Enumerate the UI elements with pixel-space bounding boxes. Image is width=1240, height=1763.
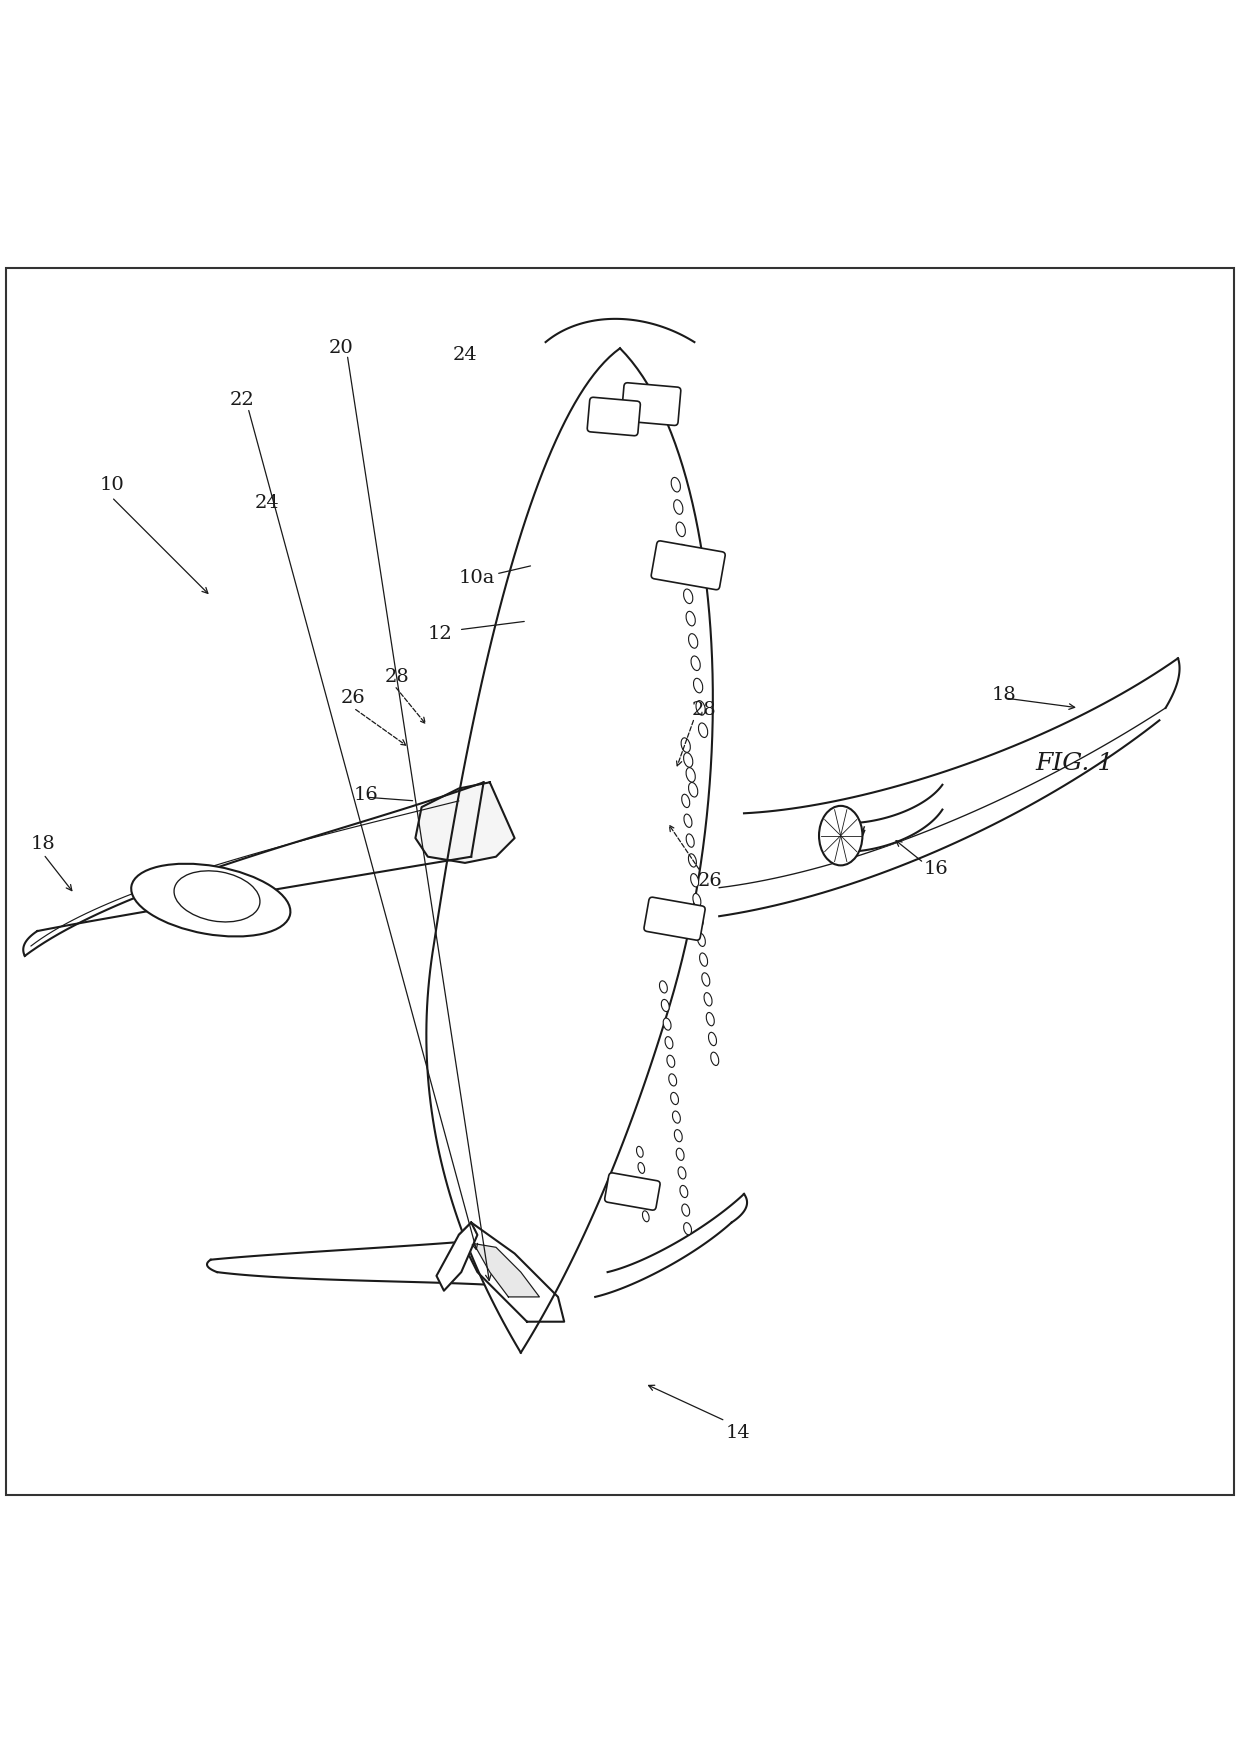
Polygon shape — [427, 349, 713, 1352]
Ellipse shape — [673, 499, 683, 515]
Ellipse shape — [131, 864, 290, 936]
FancyBboxPatch shape — [644, 897, 706, 940]
Ellipse shape — [683, 753, 693, 767]
Ellipse shape — [642, 1211, 649, 1222]
Ellipse shape — [686, 767, 696, 783]
Text: 10a: 10a — [459, 569, 495, 587]
Ellipse shape — [676, 522, 686, 536]
Polygon shape — [831, 785, 942, 852]
Text: 28: 28 — [384, 668, 409, 686]
Ellipse shape — [682, 795, 689, 807]
Ellipse shape — [672, 1111, 681, 1123]
Ellipse shape — [663, 1017, 671, 1030]
Ellipse shape — [660, 980, 667, 993]
Text: FIG. 1: FIG. 1 — [1035, 753, 1114, 776]
Ellipse shape — [686, 612, 696, 626]
Polygon shape — [474, 1243, 539, 1298]
Text: 28: 28 — [692, 702, 717, 719]
Ellipse shape — [668, 1074, 677, 1086]
Text: 20: 20 — [329, 338, 353, 358]
Ellipse shape — [686, 834, 694, 848]
Ellipse shape — [681, 566, 691, 582]
Text: 12: 12 — [428, 624, 453, 642]
Ellipse shape — [693, 894, 701, 906]
Ellipse shape — [688, 853, 697, 867]
Ellipse shape — [174, 871, 260, 922]
Ellipse shape — [697, 933, 706, 947]
Ellipse shape — [671, 1093, 678, 1105]
Ellipse shape — [818, 806, 863, 866]
Ellipse shape — [702, 973, 709, 986]
Text: 10: 10 — [99, 476, 124, 494]
Polygon shape — [415, 783, 515, 862]
Text: 22: 22 — [229, 391, 254, 409]
Ellipse shape — [696, 700, 706, 716]
Ellipse shape — [678, 1167, 686, 1179]
Text: 14: 14 — [725, 1425, 750, 1442]
Ellipse shape — [680, 1185, 688, 1197]
FancyBboxPatch shape — [651, 541, 725, 589]
Ellipse shape — [676, 1148, 684, 1160]
FancyBboxPatch shape — [588, 397, 640, 435]
Ellipse shape — [641, 1195, 647, 1206]
Ellipse shape — [698, 723, 708, 737]
Ellipse shape — [665, 1037, 673, 1049]
Polygon shape — [207, 1241, 484, 1285]
Polygon shape — [436, 1222, 477, 1291]
Polygon shape — [24, 783, 484, 956]
Text: 18: 18 — [31, 836, 56, 853]
FancyBboxPatch shape — [621, 383, 681, 425]
FancyBboxPatch shape — [605, 1172, 660, 1209]
Ellipse shape — [681, 739, 691, 753]
Ellipse shape — [683, 1222, 692, 1234]
Text: 24: 24 — [453, 346, 477, 363]
Text: 26: 26 — [341, 689, 366, 707]
Ellipse shape — [704, 993, 712, 1007]
Text: 26: 26 — [698, 873, 723, 890]
Text: 16: 16 — [353, 786, 378, 804]
Ellipse shape — [693, 679, 703, 693]
Ellipse shape — [683, 589, 693, 603]
Ellipse shape — [696, 913, 703, 927]
Ellipse shape — [640, 1179, 646, 1190]
Ellipse shape — [682, 1204, 689, 1216]
Polygon shape — [719, 658, 1179, 917]
Ellipse shape — [708, 1033, 717, 1045]
Ellipse shape — [707, 1012, 714, 1026]
Polygon shape — [459, 1222, 564, 1322]
Polygon shape — [595, 1194, 746, 1298]
Ellipse shape — [675, 1130, 682, 1142]
Ellipse shape — [661, 1000, 670, 1012]
Ellipse shape — [691, 656, 701, 670]
Ellipse shape — [639, 1162, 645, 1174]
Ellipse shape — [667, 1056, 675, 1067]
Text: 18: 18 — [992, 686, 1017, 705]
Text: 24: 24 — [254, 494, 279, 513]
Text: 16: 16 — [924, 860, 949, 878]
Ellipse shape — [636, 1146, 644, 1157]
Ellipse shape — [678, 545, 688, 559]
Ellipse shape — [688, 633, 698, 649]
Ellipse shape — [711, 1053, 719, 1065]
Ellipse shape — [699, 954, 708, 966]
Ellipse shape — [691, 874, 698, 887]
Ellipse shape — [671, 478, 681, 492]
Ellipse shape — [684, 815, 692, 827]
Ellipse shape — [688, 783, 698, 797]
